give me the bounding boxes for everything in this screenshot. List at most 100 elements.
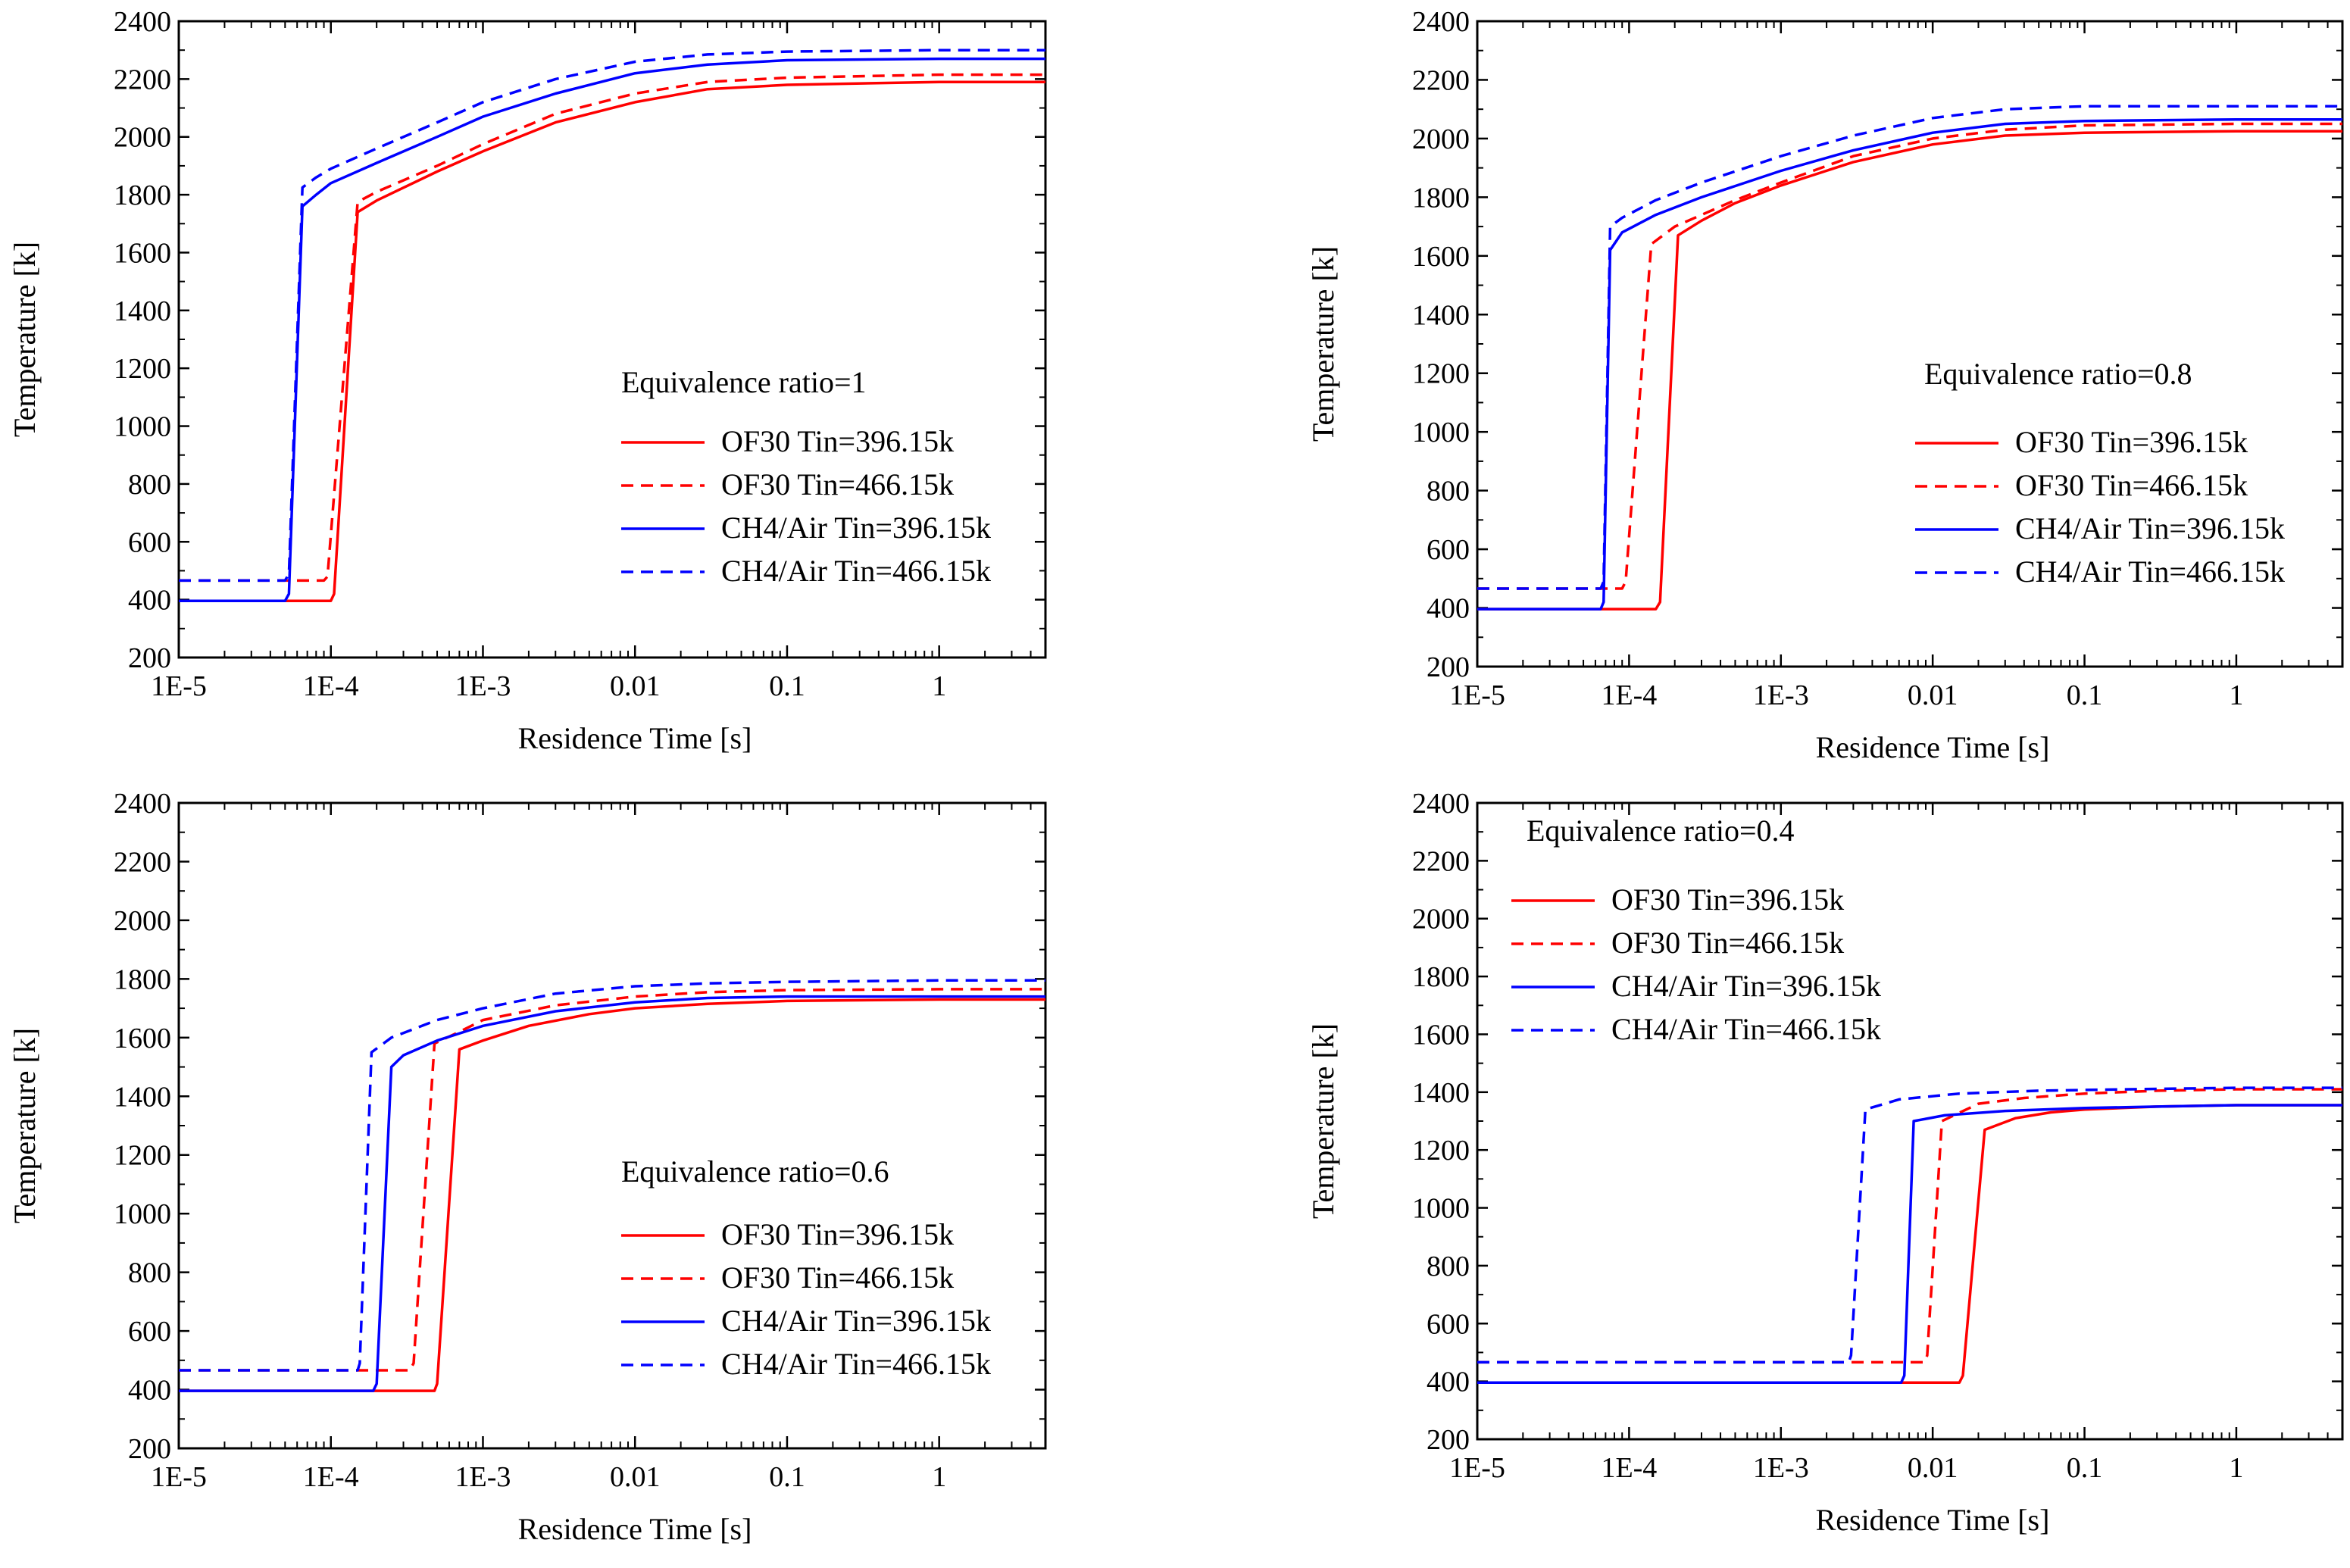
series-line-3 [1477,1104,2342,1384]
x-tick-label: 1 [932,670,946,702]
y-tick-label: 2000 [1412,904,1470,935]
equivalence-ratio-label: Equivalence ratio=0.6 [621,1154,889,1188]
y-tick-label: 2400 [1412,788,1470,820]
y-tick-label: 2400 [114,6,171,38]
x-tick-label: 1E-4 [1601,1452,1657,1484]
series-line-2 [179,73,1045,583]
x-tick-label: 1E-5 [151,1461,207,1493]
y-tick-label: 1400 [1412,299,1470,331]
legend-label-1: OF30 Tin=396.15k [2015,425,2248,459]
series-line-4 [1477,105,2342,590]
x-tick-label: 1E-3 [455,670,511,702]
x-tick-label: 0.01 [610,1461,661,1493]
legend: OF30 Tin=396.15k OF30 Tin=466.15k CH4/Air … [621,1217,991,1381]
x-tick-label: 1E-5 [151,670,207,702]
series-line-4 [1477,1086,2342,1364]
legend-label-1: OF30 Tin=396.15k [1611,882,1844,917]
chart-panel-3: 200 400 600 800 1000 1200 1400 1600 1800 2000 2200… [8,788,1047,1546]
equivalence-ratio-label: Equivalence ratio=0.8 [1924,357,2192,391]
legend-label-2: OF30 Tin=466.15k [1611,926,1844,960]
legend-label-1: OF30 Tin=396.15k [721,1217,954,1251]
y-tick-label: 1400 [1412,1077,1470,1109]
series-line-3 [179,995,1045,1392]
y-tick-label: 400 [128,1375,171,1407]
y-axis-title: Temperature [k] [1306,1023,1340,1219]
legend-label-3: CH4/Air Tin=396.15k [721,511,991,545]
series-line-2 [1477,122,2342,590]
x-tick-label: 1E-4 [1601,679,1657,711]
y-tick-label: 1200 [1412,1135,1470,1167]
x-tick-label: 1E-4 [303,670,359,702]
x-tick-label: 0.01 [1908,1452,1958,1484]
y-tick-label: 2200 [114,64,171,95]
y-tick-label: 800 [1427,1251,1470,1282]
series-line-2 [1477,1088,2342,1364]
legend-label-3: CH4/Air Tin=396.15k [1611,969,1881,1003]
x-tick-label: 1E-4 [303,1461,359,1493]
x-tick-label: 0.1 [2067,679,2103,711]
x-tick-label: 0.1 [2067,1452,2103,1484]
series-line-1 [1477,130,2342,611]
y-tick-label: 1400 [114,1081,171,1113]
x-axis-title: Residence Time [s] [518,1512,752,1546]
y-tick-label: 600 [1427,1308,1470,1340]
series-line-2 [179,988,1045,1372]
y-tick-label: 400 [1427,1367,1470,1398]
y-tick-label: 2400 [114,788,171,820]
chart-panel-4: 200 400 600 800 1000 1200 1400 1600 1800 2000 2200… [1306,788,2344,1537]
y-tick-label: 1600 [1412,241,1470,273]
series-line-1 [179,998,1045,1392]
y-tick-label: 600 [128,1316,171,1348]
chart-panel-2: 200 400 600 800 1000 1200 1400 1600 1800 2000 2200… [1306,6,2344,764]
y-tick-label: 2000 [1412,123,1470,155]
chart-panel-1: 200 400 600 800 1000 1200 1400 1600 1800 2000 2200… [8,6,1047,755]
y-tick-label: 200 [128,642,171,674]
y-tick-label: 800 [1427,476,1470,508]
x-tick-label: 1E-5 [1449,679,1505,711]
legend-label-4: CH4/Air Tin=466.15k [1611,1012,1881,1046]
legend-label-4: CH4/Air Tin=466.15k [721,554,991,588]
y-tick-label: 1800 [114,964,171,995]
y-tick-label: 2200 [1412,64,1470,96]
y-tick-label: 2200 [1412,845,1470,877]
y-tick-label: 1600 [114,1023,171,1054]
y-tick-label: 400 [128,585,171,617]
x-tick-label: 1 [2229,1452,2243,1484]
series-line-4 [179,48,1045,583]
x-tick-label: 1E-3 [1753,1452,1809,1484]
legend-label-4: CH4/Air Tin=466.15k [2015,554,2285,589]
x-tick-label: 0.01 [1908,679,1958,711]
legend-label-3: CH4/Air Tin=396.15k [721,1304,991,1338]
y-axis-title: Temperature [k] [1306,246,1340,442]
x-tick-label: 0.1 [769,1461,805,1493]
y-tick-label: 200 [128,1433,171,1465]
legend: OF30 Tin=396.15k OF30 Tin=466.15k CH4/Air … [1915,425,2285,589]
x-axis-title: Residence Time [s] [518,721,752,755]
y-axis-title: Temperature [k] [8,1028,42,1223]
series-line-4 [179,979,1045,1372]
y-tick-label: 1000 [1412,1193,1470,1225]
y-tick-label: 600 [1427,534,1470,566]
x-tick-label: 1E-5 [1449,1452,1505,1484]
y-tick-label: 1400 [114,295,171,327]
x-tick-label: 1E-3 [455,1461,511,1493]
x-axis-title: Residence Time [s] [1816,730,2050,764]
x-tick-label: 0.1 [769,670,805,702]
y-tick-label: 1200 [114,353,171,385]
y-tick-label: 2400 [1412,6,1470,38]
y-tick-label: 1800 [1412,182,1470,214]
y-tick-label: 1000 [1412,417,1470,448]
equivalence-ratio-label: Equivalence ratio=1 [621,365,867,399]
y-tick-label: 2000 [114,122,171,154]
y-tick-label: 1800 [1412,961,1470,993]
y-tick-label: 2000 [114,905,171,937]
y-tick-label: 400 [1427,593,1470,625]
y-tick-label: 1000 [114,1198,171,1230]
y-tick-label: 1800 [114,180,171,211]
y-tick-label: 2200 [114,846,171,878]
legend-label-2: OF30 Tin=466.15k [721,1260,954,1295]
legend-label-1: OF30 Tin=396.15k [721,424,954,458]
y-tick-label: 800 [128,1257,171,1289]
y-tick-label: 1600 [114,237,171,269]
